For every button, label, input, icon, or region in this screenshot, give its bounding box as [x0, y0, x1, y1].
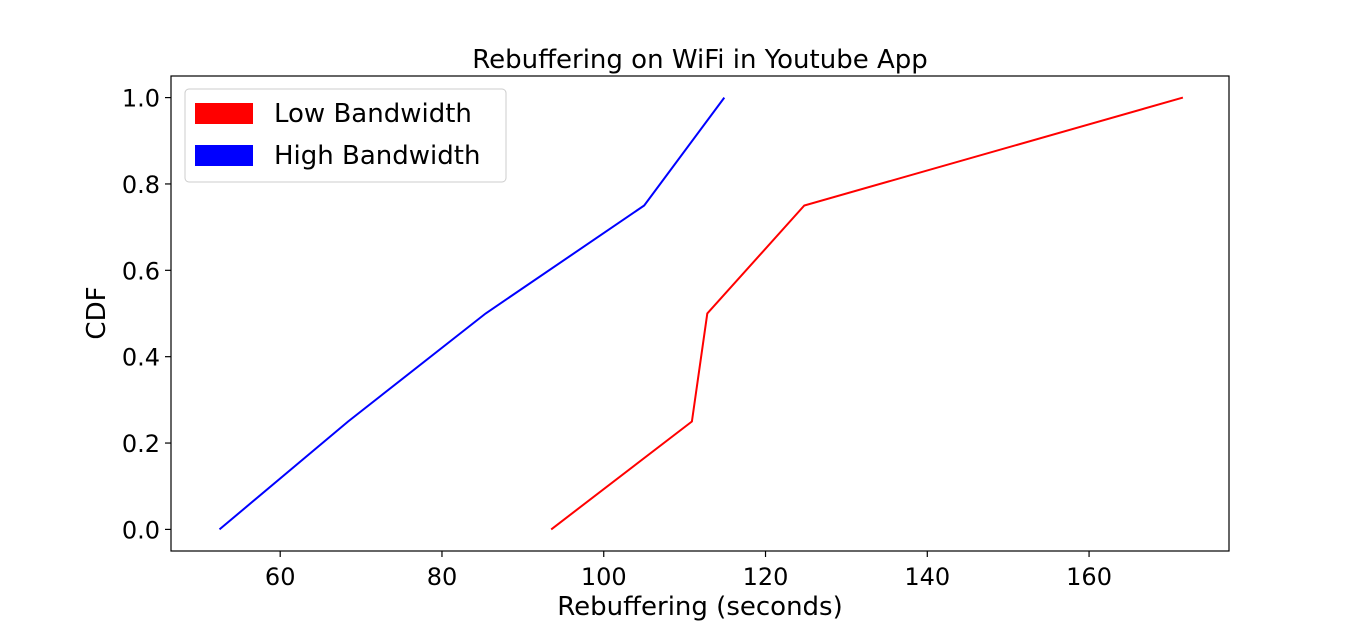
y-tick-label: 0.0 [122, 516, 160, 544]
x-tick-label: 120 [743, 563, 789, 591]
y-axis: 0.0 0.2 0.4 0.6 0.8 1.0 [122, 85, 171, 544]
y-tick-label: 0.8 [122, 171, 160, 199]
y-axis-label: CDF [82, 286, 112, 339]
y-tick-label: 0.2 [122, 430, 160, 458]
y-tick-label: 0.6 [122, 257, 160, 285]
x-tick-label: 160 [1066, 563, 1112, 591]
legend: Low Bandwidth High Bandwidth [184, 88, 507, 183]
x-tick-label: 60 [265, 563, 296, 591]
y-tick-label: 0.4 [122, 344, 160, 372]
x-tick-label: 100 [581, 563, 627, 591]
legend-label-0: Low Bandwidth [274, 99, 472, 129]
chart-title: Rebuffering on WiFi in Youtube App [472, 45, 928, 75]
x-axis: 60 80 100 120 140 160 [265, 551, 1112, 591]
y-tick-label: 1.0 [122, 85, 160, 113]
legend-frame [184, 88, 507, 183]
legend-swatch-1 [195, 145, 253, 166]
x-tick-label: 80 [427, 563, 458, 591]
series-line-1 [218, 97, 726, 531]
plot-frame [170, 75, 1230, 552]
legend-label-1: High Bandwidth [274, 141, 480, 171]
x-axis-label: Rebuffering (seconds) [557, 592, 843, 622]
plot-lines [218, 96, 1184, 531]
legend-swatch-0 [195, 103, 253, 124]
x-tick-label: 140 [904, 563, 950, 591]
series-line-0 [550, 96, 1184, 531]
